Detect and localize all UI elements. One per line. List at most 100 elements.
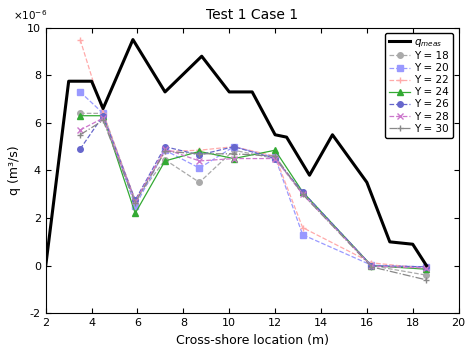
Y = 26 (162, 144, 168, 149)
Y = 26 (197, 153, 202, 157)
Line: Y = 30: Y = 30 (77, 117, 430, 283)
Y = 24 (424, 267, 429, 271)
Y = 24 (77, 114, 83, 118)
Y = 24 (231, 157, 237, 161)
Y = 18 (272, 157, 278, 161)
Y = 30 (100, 118, 106, 122)
Y = 28 (197, 159, 202, 163)
Y = 22 (132, 198, 138, 202)
Y = 26 (132, 198, 138, 202)
Y = 18 (162, 158, 168, 162)
Y = 24 (369, 263, 374, 268)
Y = 20 (272, 155, 278, 159)
Y = 22 (369, 261, 374, 265)
$q_{meas}$ (307, 173, 312, 178)
Y = 22 (272, 154, 278, 158)
Y = 26 (424, 265, 429, 269)
Y = 26 (231, 144, 237, 149)
Y = 22 (300, 225, 305, 230)
Y = 30 (369, 265, 374, 269)
Line: Y = 20: Y = 20 (77, 89, 429, 269)
Y = 20 (424, 265, 429, 269)
Y = 30 (162, 149, 168, 154)
Y = 24 (162, 159, 168, 163)
Line: $q_{meas}$: $q_{meas}$ (46, 39, 427, 266)
Y = 22 (100, 111, 106, 115)
Legend: $q_{meas}$, Y = 18, Y = 20, Y = 22, Y = 24, Y = 26, Y = 28, Y = 30: $q_{meas}$, Y = 18, Y = 20, Y = 22, Y = … (385, 33, 454, 138)
Y = 18 (132, 198, 138, 202)
Y = 28 (132, 199, 138, 203)
Y = 30 (132, 201, 138, 205)
Y = 24 (300, 190, 305, 194)
Y = 24 (197, 149, 202, 154)
Y = 30 (77, 133, 83, 137)
Y = 28 (100, 116, 106, 120)
Y = 28 (369, 264, 374, 268)
$q_{meas}$ (66, 79, 72, 83)
Y = 18 (369, 263, 374, 268)
Y = 22 (231, 144, 237, 149)
Y = 22 (77, 37, 83, 42)
Y = 26 (77, 147, 83, 151)
Y = 30 (272, 154, 278, 158)
Y = 20 (300, 233, 305, 237)
Y = 24 (132, 211, 138, 215)
Y = 28 (300, 192, 305, 196)
Y = 28 (424, 266, 429, 270)
Y = 24 (272, 148, 278, 152)
Line: Y = 24: Y = 24 (77, 112, 430, 273)
$q_{meas}$ (272, 133, 278, 137)
Y = 28 (77, 128, 83, 132)
Y = 28 (162, 147, 168, 151)
Line: Y = 26: Y = 26 (77, 113, 429, 269)
Y = 22 (197, 148, 202, 152)
$q_{meas}$ (387, 240, 392, 244)
Y = 18 (100, 111, 106, 115)
$q_{meas}$ (227, 90, 232, 94)
Line: Y = 18: Y = 18 (77, 110, 429, 278)
Y = 18 (197, 180, 202, 185)
Y = 18 (424, 273, 429, 277)
Y-axis label: q (m³/s): q (m³/s) (9, 146, 21, 195)
Y = 30 (231, 152, 237, 156)
Line: Y = 22: Y = 22 (77, 36, 430, 272)
$q_{meas}$ (424, 263, 429, 268)
Text: $\times 10^{-6}$: $\times 10^{-6}$ (13, 8, 47, 22)
Y = 20 (132, 204, 138, 208)
$q_{meas}$ (249, 90, 255, 94)
Title: Test 1 Case 1: Test 1 Case 1 (206, 8, 298, 22)
Y = 26 (300, 190, 305, 194)
Y = 26 (272, 157, 278, 161)
Y = 18 (300, 191, 305, 195)
$q_{meas}$ (284, 135, 290, 139)
Y = 18 (231, 148, 237, 152)
Y = 20 (162, 148, 168, 152)
Y = 30 (300, 192, 305, 196)
$q_{meas}$ (329, 133, 335, 137)
$q_{meas}$ (43, 263, 49, 268)
$q_{meas}$ (199, 54, 205, 58)
Y = 30 (197, 152, 202, 156)
Y = 28 (272, 157, 278, 161)
$q_{meas}$ (130, 37, 136, 42)
X-axis label: Cross-shore location (m): Cross-shore location (m) (176, 334, 328, 347)
Y = 18 (77, 111, 83, 115)
Y = 22 (424, 266, 429, 271)
Line: Y = 28: Y = 28 (77, 115, 430, 272)
$q_{meas}$ (162, 90, 168, 94)
Y = 26 (100, 114, 106, 118)
Y = 20 (369, 263, 374, 267)
Y = 26 (369, 263, 374, 268)
Y = 20 (77, 90, 83, 94)
$q_{meas}$ (410, 242, 416, 246)
Y = 20 (197, 166, 202, 170)
Y = 22 (162, 149, 168, 154)
Y = 28 (231, 157, 237, 161)
$q_{meas}$ (364, 180, 370, 185)
Y = 20 (100, 111, 106, 115)
$q_{meas}$ (100, 106, 106, 111)
Y = 30 (424, 278, 429, 282)
$q_{meas}$ (89, 79, 94, 83)
Y = 24 (100, 114, 106, 118)
Y = 20 (231, 144, 237, 149)
